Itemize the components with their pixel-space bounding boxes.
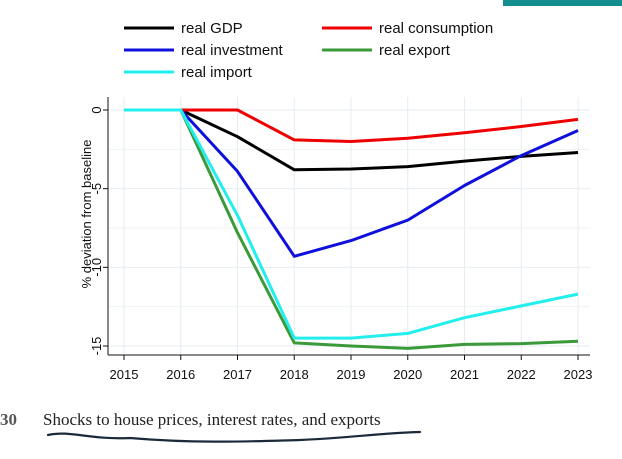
x-tick-label: 2017 <box>223 367 252 382</box>
legend-label: real export <box>379 42 451 59</box>
x-tick-label: 2021 <box>450 367 479 382</box>
chart-grid <box>108 97 590 355</box>
series-line-real-investment <box>124 108 579 258</box>
series-line-real-import <box>124 108 579 340</box>
y-tick-label: 0 <box>89 106 104 113</box>
legend-label: real import <box>181 64 253 81</box>
figure-number: 30 <box>0 410 17 429</box>
legend-label: real investment <box>181 42 284 59</box>
figure-caption-text: Shocks to house prices, interest rates, … <box>43 410 381 429</box>
legend-label: real GDP <box>181 20 243 37</box>
series-line-real-export <box>124 108 579 350</box>
x-tick-label: 2018 <box>280 367 309 382</box>
series-line-real-GDP <box>124 108 579 172</box>
legend-label: real consumption <box>379 20 493 37</box>
header-accent-bar <box>503 0 622 6</box>
x-tick-label: 2020 <box>393 367 422 382</box>
chart-axes: 0 -5 -10 -15 2015 2016 2017 2018 2019 2020 2021 202… <box>89 97 592 382</box>
x-tick-label: 2022 <box>507 367 536 382</box>
y-axis-title: % deviation from baseline <box>79 140 94 289</box>
y-tick-label: -10 <box>89 258 104 277</box>
y-tick-label: -5 <box>89 183 104 195</box>
x-tick-label: 2023 <box>564 367 593 382</box>
x-tick-label: 2016 <box>166 367 195 382</box>
x-tick-label: 2015 <box>110 367 139 382</box>
chart-series <box>124 108 579 350</box>
x-tick-label: 2019 <box>337 367 366 382</box>
line-chart: real GDP real consumption real investment r… <box>79 20 592 382</box>
series-line-real-consumption <box>124 108 579 143</box>
y-tick-label: -15 <box>89 337 104 356</box>
chart-legend: real GDP real consumption real investment r… <box>124 20 493 81</box>
